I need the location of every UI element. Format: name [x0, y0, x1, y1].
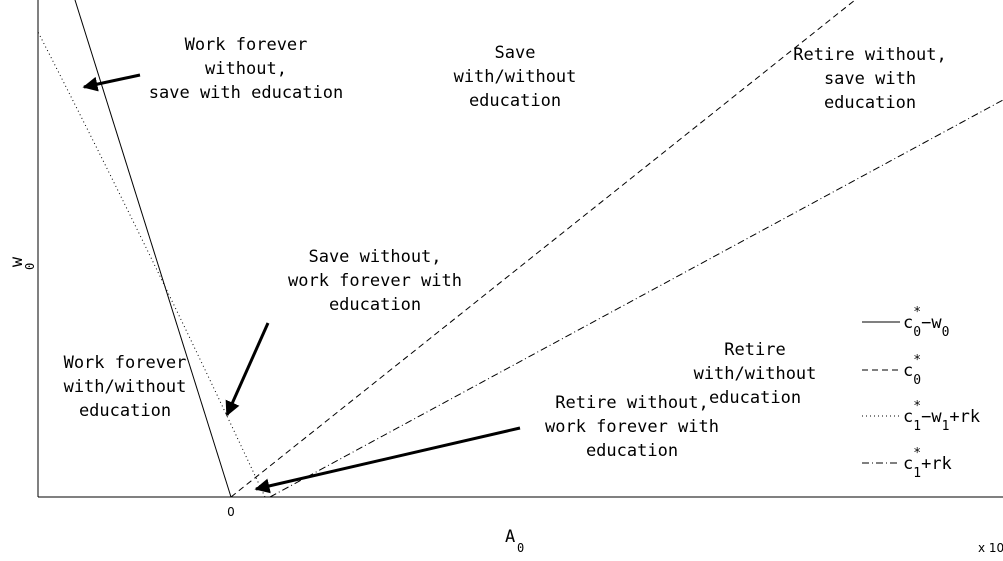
legend-text: c — [903, 407, 913, 427]
legend-text: +rk — [949, 407, 980, 427]
region-label: with/without — [64, 377, 187, 397]
boundaries — [37, 0, 1003, 498]
legend-text: c — [903, 361, 913, 381]
region-label: Retire without, — [555, 393, 709, 413]
y-label-sub: 0 — [23, 263, 37, 270]
region-label: Retire — [724, 340, 785, 360]
axes — [37, 0, 1003, 498]
region-label: without, — [205, 59, 287, 79]
y-label-base: w — [7, 256, 27, 267]
region-label: education — [79, 401, 171, 421]
region-label: work forever with — [545, 417, 719, 437]
dashed-line — [230, 0, 856, 498]
legend-sup: * — [913, 353, 921, 368]
legend-text: +rk — [921, 454, 952, 474]
region-label: education — [824, 93, 916, 113]
legend-sub: 0 — [942, 325, 950, 340]
region-label: education — [329, 295, 421, 315]
dash-dot-line — [269, 99, 1003, 498]
region-label: Save — [495, 43, 536, 63]
legend-text: c — [903, 313, 913, 333]
arrows — [82, 73, 521, 494]
legend-sub: 1 — [913, 466, 921, 481]
legend-sub: 1 — [913, 419, 921, 434]
legend-sup: * — [913, 305, 921, 320]
region-label: save with — [824, 69, 916, 89]
x-multiplier: x 10 — [978, 541, 1003, 555]
arrow — [82, 73, 141, 92]
arrow — [254, 426, 521, 494]
region-label: education — [586, 441, 678, 461]
legend-lines — [862, 321, 900, 464]
solid-curve — [74, 0, 232, 498]
region-label: Work forever — [64, 353, 187, 373]
region-label: Retire without, — [793, 45, 947, 65]
legend-text: −w — [921, 407, 942, 427]
region-label: education — [709, 388, 801, 408]
region-label: with/without — [454, 67, 577, 87]
legend-sub: 1 — [942, 419, 950, 434]
region-label: Save without, — [308, 247, 441, 267]
region-label: education — [469, 91, 561, 111]
arrow — [225, 322, 270, 417]
x-tick-label: 0 — [227, 505, 235, 519]
x-label: A — [505, 527, 515, 547]
region-label: Work forever — [185, 35, 308, 55]
x-label-sub: 0 — [517, 541, 524, 555]
y-label: w 0 — [7, 256, 37, 270]
legend-sup: * — [913, 446, 921, 461]
legend-sup: * — [913, 399, 921, 414]
legend-text: −w — [921, 313, 942, 333]
region-label: with/without — [694, 364, 817, 384]
region-label: work forever with — [288, 271, 462, 291]
legend-sub: 0 — [913, 325, 921, 340]
legend-sub: 0 — [913, 373, 921, 388]
region-label: save with education — [149, 83, 343, 103]
legend-text: c — [903, 454, 913, 474]
